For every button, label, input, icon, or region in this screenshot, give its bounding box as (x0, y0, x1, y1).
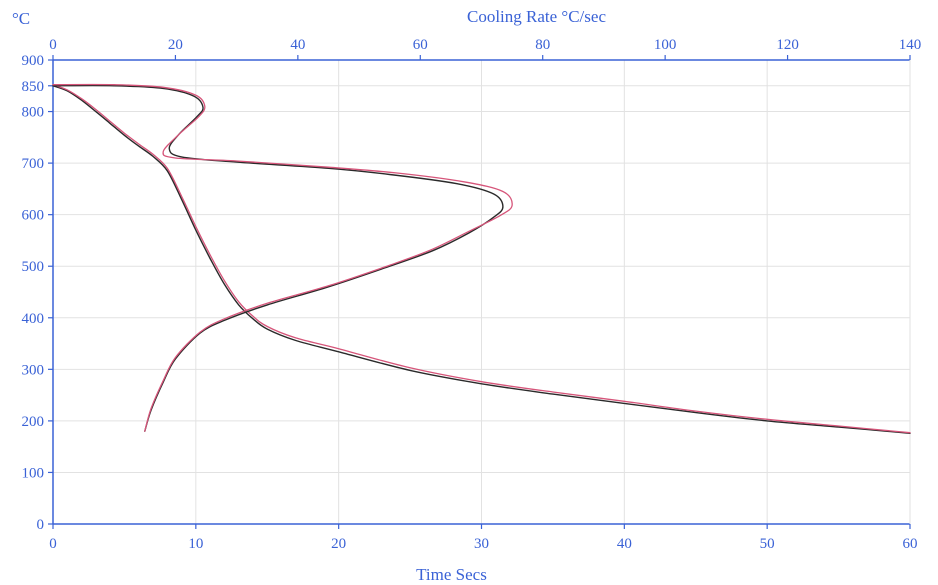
top-tick-label: 120 (776, 37, 799, 53)
data-curves (52, 83, 911, 434)
x-tick-label: 10 (188, 536, 203, 552)
temperature-time-curve (52, 85, 911, 434)
top-tick-label: 40 (290, 37, 305, 53)
top-tick-label: 60 (413, 37, 428, 53)
grid-lines (53, 60, 910, 524)
y-tick-label: 850 (22, 79, 45, 95)
temperature-time-curve (52, 84, 911, 434)
top-tick-label: 0 (49, 37, 57, 53)
y-tick-label: 900 (22, 53, 45, 69)
top-tick-label: 140 (899, 37, 922, 53)
y-tick-label: 700 (22, 156, 45, 172)
top-axis-title: Cooling Rate °C/sec (467, 7, 606, 26)
x-tick-label: 50 (760, 536, 775, 552)
cooling-rate-curve (52, 84, 504, 432)
tick-labels: 0 10 20 30 40 50 600 20 40 60 80 100 120 140010020030… (22, 37, 922, 552)
top-tick-label: 20 (168, 37, 183, 53)
y-tick-label: 400 (22, 311, 45, 327)
x-tick-label: 0 (49, 536, 57, 552)
x-axis-title: Time Secs (416, 565, 487, 584)
y-tick-label: 800 (22, 105, 45, 121)
top-tick-label: 80 (535, 37, 550, 53)
y-tick-label: 300 (22, 362, 45, 378)
y-tick-label: 200 (22, 414, 45, 430)
y-tick-label: 500 (22, 259, 45, 275)
x-tick-label: 60 (903, 536, 918, 552)
x-tick-label: 40 (617, 536, 632, 552)
y-axis-unit-label: °C (12, 9, 30, 28)
y-tick-label: 600 (22, 208, 45, 224)
cooling-rate-curve (52, 83, 513, 432)
y-tick-label: 0 (37, 517, 45, 533)
top-tick-label: 100 (654, 37, 677, 53)
x-tick-label: 20 (331, 536, 346, 552)
x-tick-label: 30 (474, 536, 489, 552)
y-tick-label: 100 (22, 465, 45, 481)
